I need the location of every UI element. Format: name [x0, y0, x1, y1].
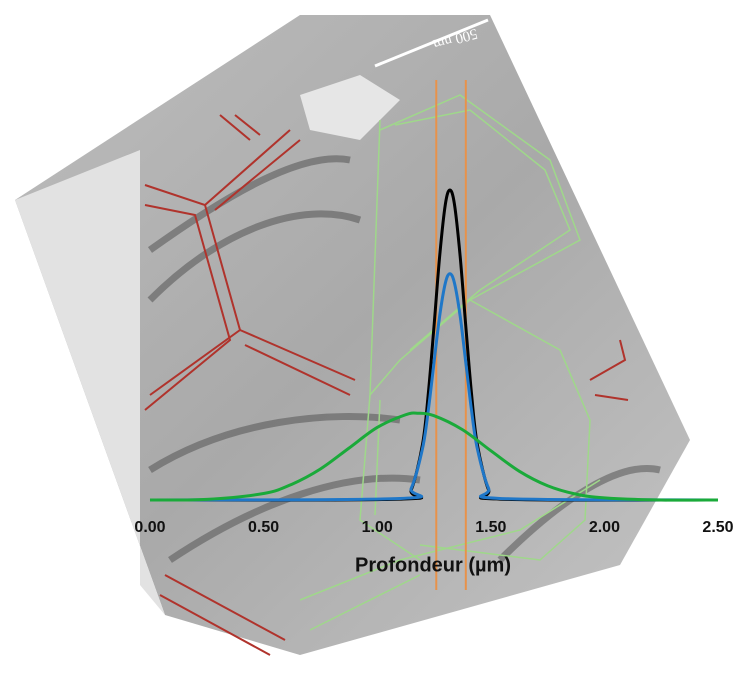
x-tick-label: 0.50 [248, 519, 279, 536]
curve [149, 411, 719, 502]
x-tick-label: 2.00 [589, 519, 620, 536]
curve [149, 272, 719, 502]
x-tick-label: 0.00 [134, 519, 165, 536]
micrograph [15, 15, 690, 656]
x-tick-label: 1.50 [475, 519, 506, 536]
x-axis-label: Profondeur (µm) [355, 554, 511, 576]
scale-bar [374, 18, 489, 68]
x-tick-label: 2.50 [702, 519, 733, 536]
x-tick-label: 1.00 [362, 519, 393, 536]
